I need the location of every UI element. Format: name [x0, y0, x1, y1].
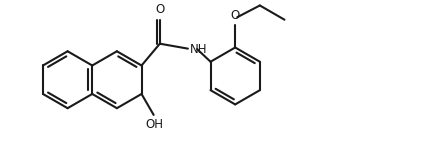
Text: OH: OH	[145, 118, 164, 131]
Text: O: O	[155, 3, 165, 16]
Text: O: O	[231, 9, 240, 22]
Text: NH: NH	[190, 43, 207, 56]
